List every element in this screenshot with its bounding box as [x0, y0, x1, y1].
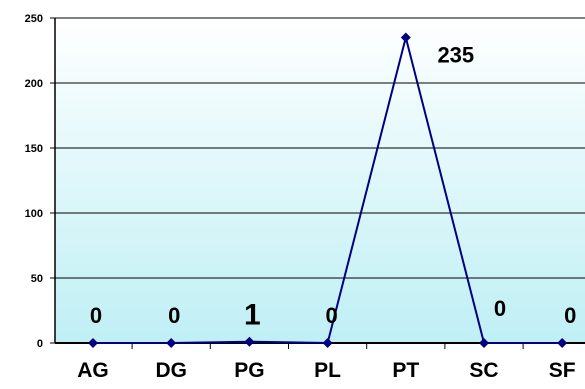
data-label-pl: 0	[325, 303, 337, 328]
x-tick-label-pg: PG	[234, 359, 264, 382]
data-label-dg: 0	[168, 303, 180, 328]
gridlines	[55, 17, 585, 279]
x-tick-label-sc: SC	[469, 359, 498, 382]
data-point-marker-pg	[244, 336, 255, 347]
data-label-pg: 1	[244, 299, 261, 332]
plot-area	[55, 18, 585, 343]
x-tick-label-pt: PT	[392, 359, 419, 382]
x-tick-label-sf: SF	[549, 359, 576, 382]
x-tick-label-dg: DG	[155, 359, 187, 382]
data-point-marker-sc	[479, 338, 489, 348]
data-point-marker-pl	[322, 338, 333, 348]
y-tick-label: 250	[25, 13, 43, 25]
data-label-sf: 0	[564, 303, 576, 328]
x-tick-label-ag: AG	[77, 359, 109, 382]
data-label-ag: 0	[90, 303, 102, 328]
data-point-marker-sf	[557, 338, 568, 348]
y-tick-label: 0	[37, 338, 43, 350]
series	[88, 32, 568, 348]
y-tick-label: 150	[25, 143, 43, 155]
data-label-sc: 0	[494, 296, 506, 321]
y-tick-label: 50	[31, 273, 43, 285]
x-tick-label-pl: PL	[314, 359, 341, 382]
y-tick-label: 200	[25, 78, 43, 90]
data-label-pt: 235	[437, 43, 474, 68]
y-tick-label: 100	[25, 208, 43, 220]
data-labels: 0 0 1 0 235 0 0	[90, 43, 576, 332]
y-axis-tick-labels: 0 50 100 150 200 250	[25, 13, 55, 350]
x-axis-tick-labels: AG DG PG PL PT SC SF	[77, 343, 576, 382]
data-point-marker-pt	[400, 32, 411, 43]
data-point-marker-ag	[88, 338, 98, 348]
data-point-marker-dg	[166, 338, 177, 348]
